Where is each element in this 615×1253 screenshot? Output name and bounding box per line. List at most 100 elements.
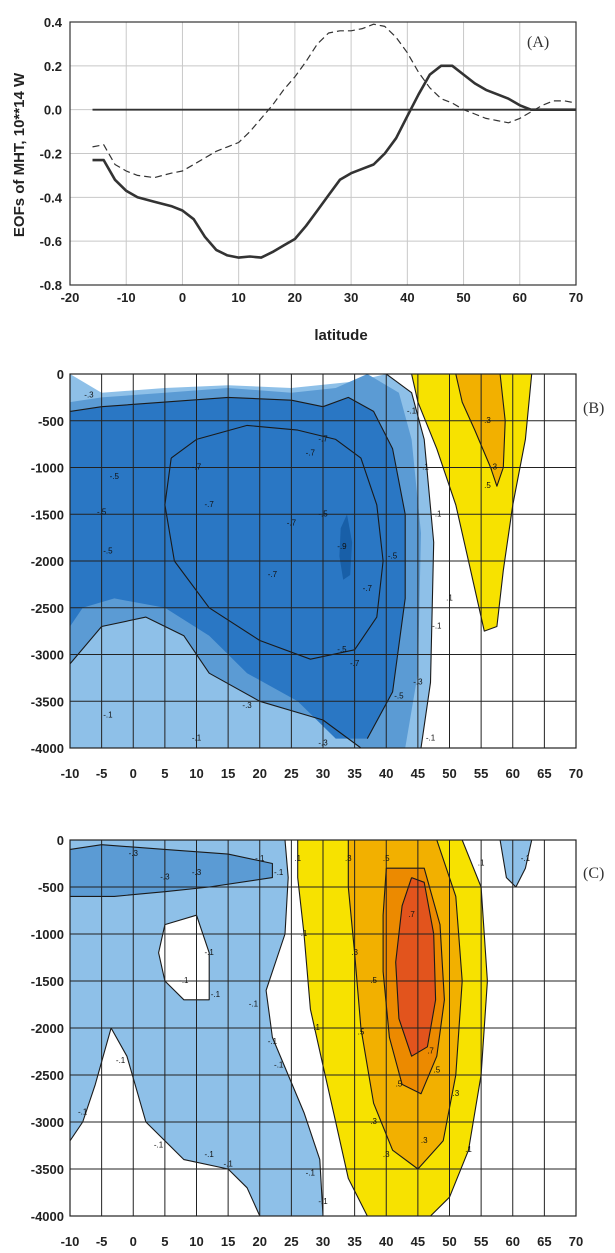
panel-c-contour-label: -.1 — [274, 1061, 284, 1070]
panel-c-contour-label: .7 — [427, 1047, 434, 1056]
panel-c-contour-label-text: -.1 — [274, 1061, 284, 1070]
panel-b-contour-label: -.5 — [337, 645, 347, 654]
panel-c-contour-label: -.1 — [179, 976, 189, 985]
panel-b-contour-label: -.5 — [388, 551, 398, 560]
panel-b-x-tick-label: -10 — [61, 766, 80, 781]
panel-c-x-tick-label: 60 — [506, 1234, 520, 1249]
panel-c-contour-label: .1 — [301, 929, 308, 938]
panel-b-contour-label-text: -.9 — [337, 542, 347, 551]
panel-b-filled-region — [455, 374, 506, 487]
panel-c-x-tick-label: 25 — [284, 1234, 298, 1249]
panel-b-y-tick-label: -2000 — [31, 554, 64, 569]
panel-c-contour-label-text: -.1 — [211, 990, 221, 999]
panel-c-contour-label-text: -.1 — [255, 854, 265, 863]
panel-b-filled-region — [70, 397, 406, 739]
panel-c-contour-label: -.1 — [318, 1197, 328, 1206]
panel-b-contour-label: -.3 — [318, 738, 328, 747]
panel-a-x-tick-label: 40 — [400, 290, 414, 305]
panel-c-contour-line — [382, 867, 445, 1095]
panel-c-contour-label: .3 — [351, 948, 358, 957]
panel-a-x-tick-label: 30 — [344, 290, 358, 305]
panel-c-contour-label-text: -.1 — [116, 1056, 126, 1065]
panel-b-contour-label: -.7 — [268, 570, 278, 579]
panel-b-contour-label-text: -.1 — [103, 710, 113, 719]
panel-b-contour-label-text: -.5 — [394, 692, 404, 701]
panel-b-contour-line — [455, 374, 506, 487]
panel-b-contour-label-text: -.7 — [287, 519, 297, 528]
panel-b-contour-label: -.5 — [318, 509, 328, 518]
panel-c-y-tick-label: -1500 — [31, 974, 64, 989]
panel-b-contour-label: -.1 — [432, 509, 442, 518]
panel-b-contour-label: -.5 — [394, 692, 404, 701]
panel-c-x-tick-label: 45 — [411, 1234, 425, 1249]
panel-b-contour-label-text: .1 — [446, 593, 453, 602]
panel-c-contour-label: .3 — [452, 1089, 459, 1098]
panel-b-contour-label: -.5 — [103, 547, 113, 556]
panel-b-contour-label-text: .3 — [484, 416, 491, 425]
panel-b-contour-label: -.7 — [350, 659, 360, 668]
panel-b-contour-label-text: .3 — [490, 463, 497, 472]
panel-c-x-tick-label: 20 — [253, 1234, 267, 1249]
panel-b-contour-label-text: -.5 — [388, 551, 398, 560]
panel-c-contour-label: -.3 — [129, 849, 139, 858]
panel-a-x-tick-label: 20 — [288, 290, 302, 305]
panel-b-x-tick-label: 70 — [569, 766, 583, 781]
panel-c-contour-label-text: .5 — [383, 854, 390, 863]
panel-c-contour-line — [265, 840, 324, 1216]
panel-a-x-tick-label: 10 — [231, 290, 245, 305]
panel-c-contour-label-text: -.1 — [204, 948, 214, 957]
panel-c-x-tick-label: 55 — [474, 1234, 488, 1249]
panel-b-contour-label-text: -.1 — [420, 463, 430, 472]
panel-c-contour-label: -.1 — [204, 1150, 214, 1159]
panel-b-contour-label: -.1 — [432, 621, 442, 630]
panel-b-contour-label-text: -.3 — [84, 391, 94, 400]
panel-c-contour-label: -.1 — [204, 948, 214, 957]
panel-b-contour-label-text: -.7 — [192, 463, 202, 472]
panel-b-contour-label-text: -.7 — [318, 434, 328, 443]
panel-b-contour-line — [385, 374, 435, 748]
panel-b-contour-label: -.3 — [84, 391, 94, 400]
panel-c-contour-label-text: -.3 — [192, 868, 202, 877]
panel-c-contour-label: -.1 — [223, 1159, 233, 1168]
panel-b-x-tick-label: 30 — [316, 766, 330, 781]
panel-a-solid-series-line — [92, 64, 576, 259]
panel-c-frame — [69, 839, 577, 1217]
panel-c-contour-label-text: .1 — [301, 929, 308, 938]
panel-c-contour-label-text: -.1 — [249, 1000, 259, 1009]
panel-b-contour-map: -.3-.5-.5-.5-.7-.7-.7-.7-.7-.7-.9-.7-.5-… — [31, 367, 605, 781]
panel-c-contour-label: -.3 — [160, 873, 170, 882]
panel-c-y-tick-label: -2000 — [31, 1021, 64, 1036]
panel-c-contour-label: -.1 — [249, 1000, 259, 1009]
panel-a-x-tick-label: 50 — [456, 290, 470, 305]
panel-b-x-tick-label: 45 — [411, 766, 425, 781]
panel-b-contour-label: -.1 — [426, 734, 436, 743]
panel-a-y-tick-label: 0.2 — [44, 59, 62, 74]
panel-b-x-tick-label: 20 — [253, 766, 267, 781]
panel-b-contour-label: .3 — [484, 416, 491, 425]
panel-b-x-tick-label: 25 — [284, 766, 298, 781]
panel-c-contour-label-text: .3 — [351, 948, 358, 957]
panel-c-contour-label: -.1 — [78, 1108, 88, 1117]
panel-a-y-tick-label: -0.6 — [40, 234, 62, 249]
panel-c-x-tick-label: 10 — [189, 1234, 203, 1249]
panel-c-x-tick-label: 30 — [316, 1234, 330, 1249]
panel-c-contour-label-text: .1 — [478, 859, 485, 868]
panel-c-contour-label: .1 — [478, 859, 485, 868]
panel-b-contour-label-text: -.5 — [103, 547, 113, 556]
panel-c-contour-label-text: .1 — [294, 854, 301, 863]
panel-c-tag: (C) — [583, 865, 604, 882]
panel-c-contour-label-text: -.1 — [268, 1037, 278, 1046]
panel-c-x-tick-label: 35 — [347, 1234, 361, 1249]
panel-b-x-tick-label: 65 — [537, 766, 551, 781]
panel-c-contour-label: .5 — [358, 1028, 365, 1037]
panel-c-x-tick-label: 5 — [161, 1234, 168, 1249]
panel-b-contour-label-text: -.7 — [350, 659, 360, 668]
panel-c-y-tick-label: -4000 — [31, 1209, 64, 1224]
panel-c-x-tick-label: -5 — [96, 1234, 108, 1249]
panel-c-contour-label-text: -.3 — [129, 849, 139, 858]
panel-b-contour-label: -.3 — [242, 701, 252, 710]
panel-c-filled-region — [395, 877, 436, 1057]
panel-a-y-tick-label: 0.4 — [44, 15, 63, 30]
panel-c-contour-label-text: -.1 — [274, 868, 284, 877]
panel-b-contour-label-text: -.3 — [413, 678, 423, 687]
